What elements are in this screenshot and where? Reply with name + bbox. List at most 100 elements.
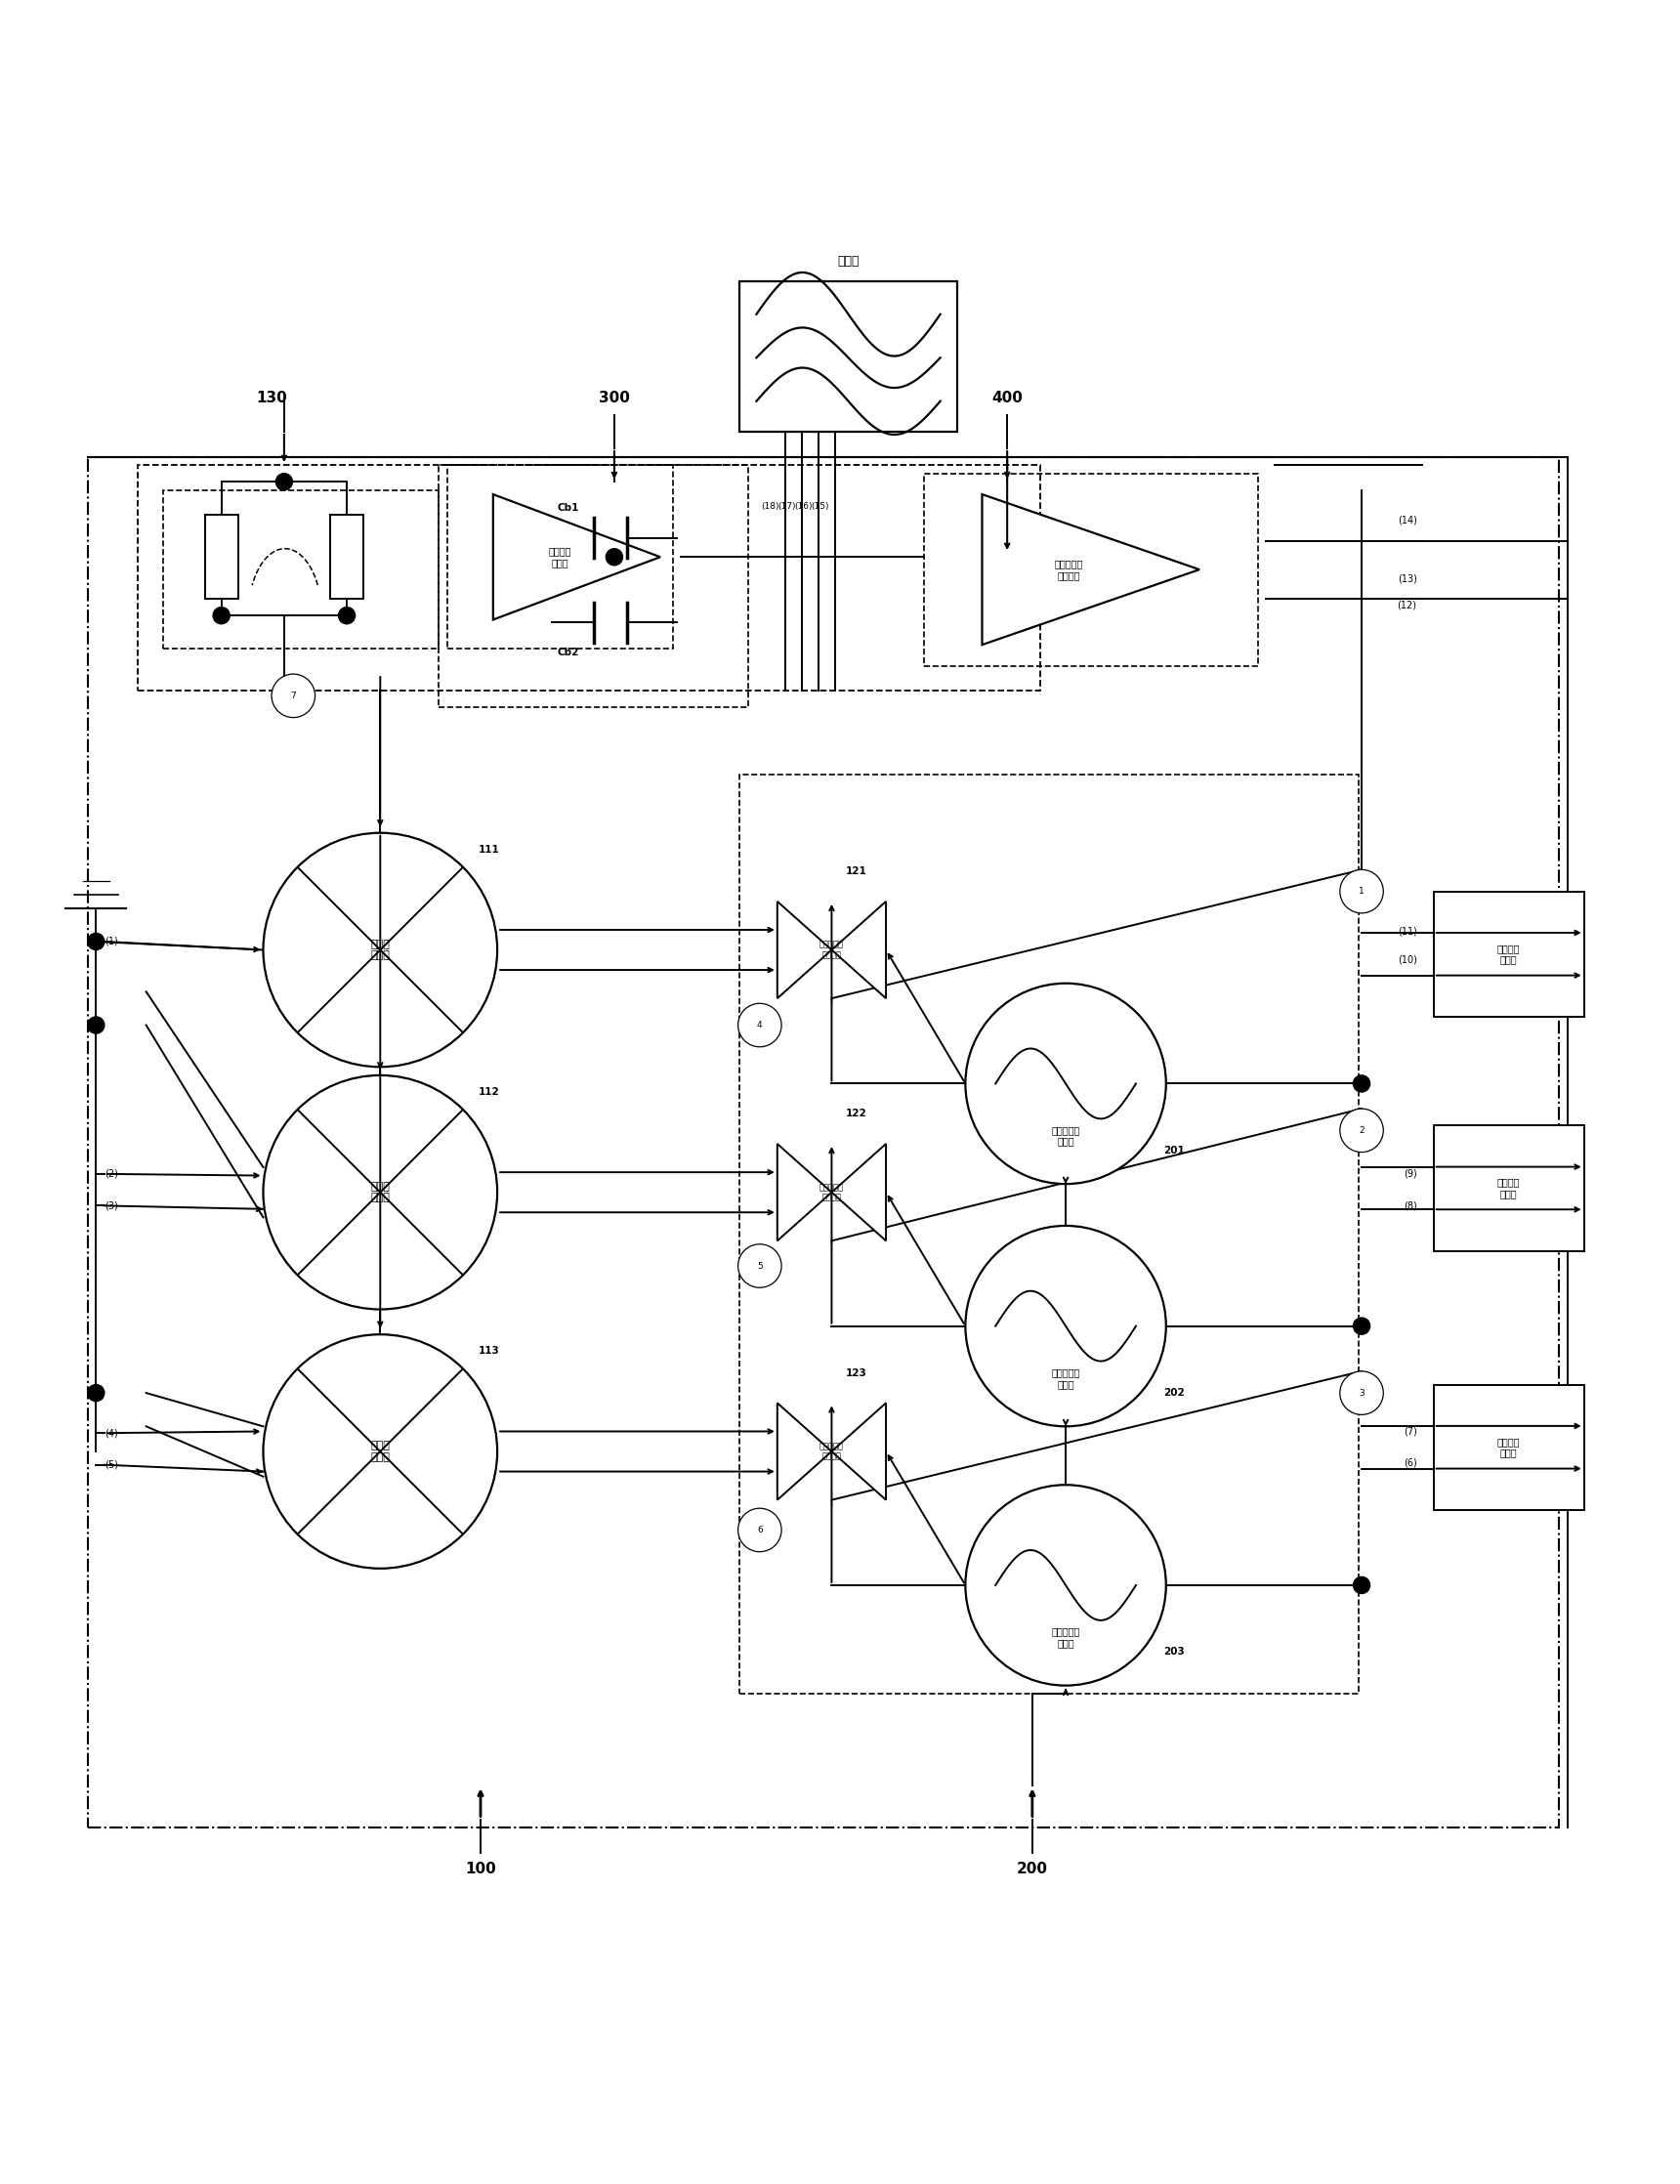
Text: (17): (17) [778,502,796,511]
Bar [163,489,438,649]
Circle shape [338,607,354,625]
Polygon shape [832,1402,885,1500]
Text: (12): (12) [1398,601,1416,609]
Bar [329,515,363,598]
Circle shape [87,1018,104,1033]
Text: (15): (15) [811,502,828,511]
Text: 2: 2 [1359,1127,1364,1136]
Bar [739,775,1357,1695]
Text: 5: 5 [758,1262,763,1271]
Text: (10): (10) [1398,954,1416,965]
Circle shape [264,832,497,1068]
Circle shape [1354,1317,1369,1334]
Text: (9): (9) [1403,1168,1416,1179]
Text: 121: 121 [847,867,867,876]
Text: 滤波器驱
动电路: 滤波器驱 动电路 [548,546,571,568]
Text: 123: 123 [847,1367,867,1378]
Text: 1: 1 [1359,887,1364,895]
Bar [1433,1385,1584,1509]
Circle shape [1341,1109,1383,1153]
Text: 低波段
混频器: 低波段 混频器 [371,939,390,961]
Circle shape [966,1225,1166,1426]
Circle shape [966,1485,1166,1686]
Text: 中波断
混频器: 中波断 混频器 [371,1182,390,1203]
Circle shape [738,1245,781,1289]
Text: 高波段
混频器: 高波段 混频器 [371,1441,390,1461]
Text: (2): (2) [104,1168,118,1179]
Text: 130: 130 [255,391,287,406]
Circle shape [276,474,292,489]
Bar [739,282,958,432]
Text: 4: 4 [758,1020,763,1029]
Text: (3): (3) [104,1201,118,1210]
Bar [205,515,239,598]
Text: (13): (13) [1398,574,1416,583]
Text: 滤波器: 滤波器 [837,256,860,266]
Text: (7): (7) [1403,1426,1416,1437]
Text: 高波段本振
缓冲电路: 高波段本振 缓冲电路 [820,1441,843,1461]
Circle shape [87,1385,104,1402]
Bar [1433,891,1584,1018]
Text: 7: 7 [291,692,296,701]
Polygon shape [778,1402,832,1500]
Text: 203: 203 [1164,1647,1184,1658]
Text: 200: 200 [1016,1863,1048,1876]
Text: (14): (14) [1398,515,1416,524]
Text: 低波段谐
振回路: 低波段谐 振回路 [1497,943,1520,965]
Text: 113: 113 [479,1345,499,1356]
Circle shape [87,933,104,950]
Text: 112: 112 [479,1088,499,1096]
Text: 6: 6 [758,1527,763,1535]
Text: 中频可变增
益放大器: 中频可变增 益放大器 [1055,559,1084,581]
Text: (11): (11) [1398,926,1416,937]
Text: 低波段压控
振荡器: 低波段压控 振荡器 [1052,1125,1080,1147]
Polygon shape [778,902,832,998]
Text: 中波断本振
缓冲电路: 中波断本振 缓冲电路 [820,1184,843,1201]
Text: 中波段谐
振回路: 中波段谐 振回路 [1497,1177,1520,1199]
Bar [924,474,1258,666]
Text: 400: 400 [991,391,1023,406]
Polygon shape [832,1144,885,1241]
Text: (8): (8) [1403,1201,1416,1210]
Circle shape [1341,1372,1383,1415]
Text: Cb1: Cb1 [558,502,580,513]
Text: (16): (16) [795,502,811,511]
Circle shape [1341,869,1383,913]
Text: 202: 202 [1164,1389,1184,1398]
Circle shape [738,1509,781,1553]
Text: (4): (4) [104,1428,118,1437]
Polygon shape [778,1144,832,1241]
Text: (1): (1) [104,937,118,946]
Text: 3: 3 [1359,1389,1364,1398]
Bar [447,465,672,649]
Circle shape [213,607,230,625]
Text: 100: 100 [465,1863,496,1876]
Polygon shape [494,494,660,620]
Polygon shape [983,494,1200,644]
Text: 201: 201 [1164,1147,1184,1155]
Text: 低波段本振
缓冲电路: 低波段本振 缓冲电路 [820,941,843,959]
Circle shape [272,675,316,719]
Text: 高波段压控
振荡器: 高波段压控 振荡器 [1052,1627,1080,1649]
Circle shape [738,1002,781,1046]
Bar [438,465,748,708]
Circle shape [606,548,623,566]
Polygon shape [832,902,885,998]
Circle shape [1354,1075,1369,1092]
Bar [87,456,1559,1828]
Text: 122: 122 [847,1109,867,1118]
Text: (6): (6) [1403,1459,1416,1468]
Text: 111: 111 [479,845,499,854]
Text: 300: 300 [598,391,630,406]
Circle shape [264,1075,497,1310]
Text: 中波断压控
振荡器: 中波断压控 振荡器 [1052,1367,1080,1389]
Text: 高波段谐
振回路: 高波段谐 振回路 [1497,1437,1520,1457]
Circle shape [264,1334,497,1568]
Circle shape [966,983,1166,1184]
Circle shape [1354,1577,1369,1594]
Text: Cb2: Cb2 [558,649,580,657]
Bar [138,465,1040,690]
Bar [1433,1125,1584,1251]
Text: (18): (18) [761,502,780,511]
Text: (5): (5) [104,1459,118,1470]
